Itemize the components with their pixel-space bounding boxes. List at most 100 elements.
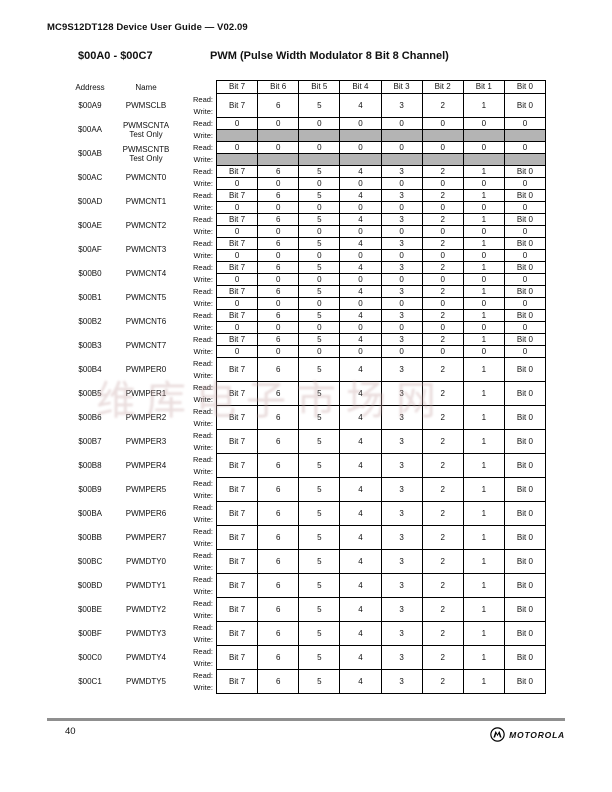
bit-header-row: Bit 7 Bit 6 Bit 5 Bit 4 Bit 3 Bit 2 Bit 1 Bit 0: [217, 81, 545, 93]
bit-cell-write: 0: [380, 274, 422, 285]
bit-cell-read: 0: [298, 118, 339, 129]
bit-cell: 6: [257, 598, 298, 621]
bit-cell-write: 0: [298, 226, 339, 237]
register-address: $00B0: [78, 269, 102, 278]
bit-cell: 5: [298, 598, 339, 621]
bit-header-bit-3: Bit 3: [380, 81, 422, 93]
bit-cell-write: 0: [503, 298, 545, 309]
bit-row: Bit 7 6 5 4 3 2 1 Bit 0: [217, 358, 545, 381]
register-address: $00BD: [77, 581, 103, 590]
bit-cell-write: 0: [421, 274, 463, 285]
bit-cell: 3: [380, 598, 422, 621]
bit-cell-write: 0: [234, 179, 240, 188]
bit-cell-read: 5: [298, 334, 339, 345]
bit-cell-write-reserved: [257, 130, 299, 141]
register-row-pwmper4: $00B8 PWMPER4 Read: Write: Bit 7 6 5 4 3 2 1 Bit 0: [68, 453, 546, 478]
register-address: $00BF: [78, 629, 102, 638]
bit-cell-write: 0: [462, 226, 504, 237]
readwrite-labels: Read: Write:: [180, 453, 216, 478]
bit-cell-write-reserved: [421, 130, 463, 141]
bit-cell-write: 0: [462, 274, 504, 285]
bit-cell: 6: [257, 670, 298, 693]
read-label: Read:: [192, 502, 213, 512]
bit-cell-read: 4: [339, 166, 380, 177]
bit-cell-write: 0: [298, 346, 339, 357]
bit-row: Bit 7 6 5 4 3 2 1 Bit 0: [217, 334, 545, 346]
bit-cell: Bit 0: [503, 622, 545, 645]
bit-cell: 5: [298, 478, 339, 501]
bit-cell: 3: [380, 454, 422, 477]
bit-cell: Bit 7: [229, 677, 246, 686]
bit-cell-write: 0: [380, 322, 422, 333]
write-label: Write:: [193, 538, 213, 548]
bit-cell-write-reserved: [380, 130, 422, 141]
bit-cell: 5: [298, 454, 339, 477]
bit-cell-write: 0: [462, 346, 504, 357]
write-label: Write:: [193, 178, 213, 188]
bit-cell-read: 6: [257, 310, 298, 321]
write-label: Write:: [193, 130, 213, 140]
bit-cell: 1: [462, 454, 504, 477]
bit-cell-write: 0: [257, 250, 298, 261]
bit-row: Bit 7 6 5 4 3 2 1 Bit 0: [217, 190, 545, 202]
bit-cell-write: 0: [503, 226, 545, 237]
bit-cell: 4: [339, 550, 380, 573]
read-label: Read:: [192, 310, 213, 320]
bit-cell-read: 4: [339, 214, 380, 225]
register-name: PWMCNT6: [125, 317, 167, 326]
bit-cell: 6: [257, 454, 298, 477]
readwrite-labels: Read: Write:: [180, 165, 216, 190]
read-label: Read:: [192, 286, 213, 296]
bit-cell: 3: [380, 526, 422, 549]
readwrite-labels: Read: Write:: [180, 117, 216, 142]
write-label: Write:: [193, 226, 213, 236]
bit-cell: 2: [421, 526, 463, 549]
column-header-name: Name: [135, 82, 157, 92]
bit-cell-read: 6: [257, 286, 298, 297]
bit-cell-write: 0: [421, 178, 463, 189]
bit-cell-read: 2: [421, 286, 463, 297]
bit-cell: Bit 0: [503, 478, 545, 501]
bit-cell-read: 1: [462, 310, 504, 321]
bit-cell: Bit 0: [503, 502, 545, 525]
register-row-pwmdty5: $00C1 PWMDTY5 Read: Write: Bit 7 6 5 4 3 2 1 Bit 0: [68, 669, 546, 694]
bit-cell-write-reserved: [503, 130, 545, 141]
bit-cell-read: 0: [421, 142, 463, 153]
read-label: Read:: [192, 238, 213, 248]
bit-cell: 4: [339, 430, 380, 453]
bit-cell-read: 1: [462, 214, 504, 225]
bit-cell-read: 2: [421, 166, 463, 177]
bit-cell-read: 2: [421, 334, 463, 345]
bit-cell-read: 2: [421, 262, 463, 273]
bit-cell: Bit 7: [229, 557, 246, 566]
bit-row: Bit 7 6 5 4 3 2 1 Bit 0: [217, 238, 545, 250]
bit-cell-write: 0: [421, 202, 463, 213]
bit-cell-read: 4: [339, 238, 380, 249]
register-row-pwmscnta: $00AA PWMSCNTA Test Only Read: Write: 0 0 0 0 0 0 0…: [68, 117, 546, 142]
register-name: PWMCNT4: [125, 269, 167, 278]
register-address: $00B1: [78, 293, 102, 302]
bit-cells: Bit 7 6 5 4 3 2 1 Bit 0: [216, 549, 546, 574]
register-name: PWMSCNTB Test Only: [122, 144, 170, 163]
bit-cell-read: 6: [257, 166, 298, 177]
bit-cell: 1: [462, 622, 504, 645]
readwrite-labels: Read: Write:: [180, 213, 216, 238]
bit-row: Bit 7 6 5 4 3 2 1 Bit 0: [217, 526, 545, 549]
register-row-pwmper1: $00B5 PWMPER1 Read: Write: Bit 7 6 5 4 3 2 1 Bit 0: [68, 381, 546, 406]
bit-cell-write: 0: [339, 178, 380, 189]
bit-row: Bit 7 6 5 4 3 2 1 Bit 0: [217, 550, 545, 573]
register-address: $00B6: [78, 413, 102, 422]
register-name: PWMPER1: [125, 389, 167, 398]
bit-cell: 3: [380, 358, 422, 381]
bit-cell: 4: [339, 502, 380, 525]
register-address: $00BB: [77, 533, 103, 542]
read-label: Read:: [192, 262, 213, 272]
register-address: $00B8: [78, 461, 102, 470]
bit-cell: Bit 0: [503, 430, 545, 453]
bit-column-headers: Bit 7 Bit 6 Bit 5 Bit 4 Bit 3 Bit 2 Bit 1 Bit 0: [216, 80, 546, 94]
